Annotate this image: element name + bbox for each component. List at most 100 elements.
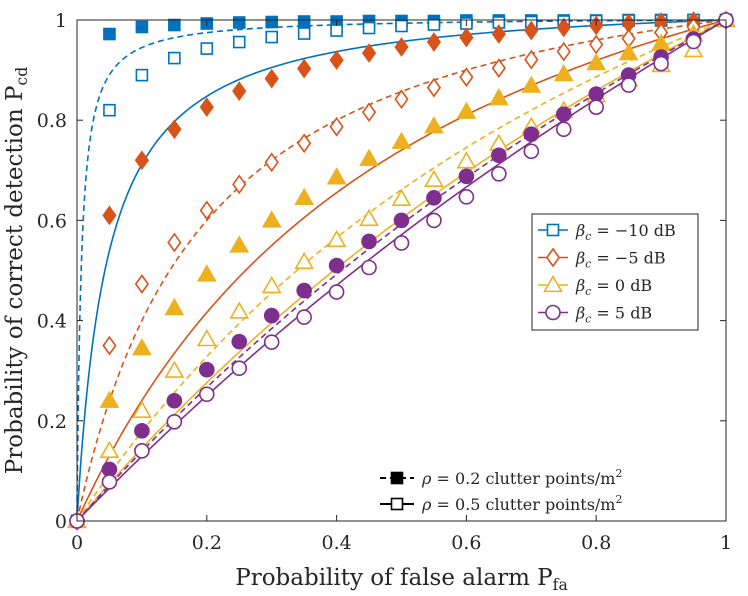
data-point [132, 338, 152, 356]
data-point [229, 301, 250, 319]
data-point [134, 443, 150, 459]
data-point [424, 116, 444, 134]
legend-beta-sub: c [585, 285, 591, 298]
data-point [296, 282, 312, 299]
data-point [102, 205, 117, 226]
data-point [294, 187, 315, 206]
data-point [586, 52, 607, 71]
data-point [99, 440, 120, 459]
data-point [426, 190, 442, 206]
data-point [264, 152, 279, 173]
y-tick-label: 0.4 [37, 311, 67, 333]
legend-beta-label: βc = −5 dB [575, 249, 666, 271]
x-tick-label: 0.4 [321, 532, 351, 554]
data-point [556, 17, 571, 38]
data-point [297, 15, 311, 28]
series-line [76, 19, 727, 522]
legend-beta-sub: c [585, 258, 591, 271]
data-point [232, 174, 247, 195]
data-point [135, 20, 149, 34]
data-point [232, 81, 247, 102]
data-point [394, 37, 409, 57]
data-point [459, 27, 474, 48]
data-point [326, 167, 347, 185]
data-point [297, 27, 311, 40]
series-3 [69, 10, 734, 531]
legend-beta-symbol: β [575, 276, 585, 295]
legend-beta-entry: βc = 5 dB [538, 304, 652, 326]
legend-rho-units-sup: 2 [615, 467, 622, 480]
legend-rho: ρ = 0.2 clutter points/m2ρ = 0.5 clutter… [380, 467, 622, 514]
x-tick-label: 1 [720, 532, 732, 554]
legend-rho-value: 0.2 [455, 469, 480, 488]
legend-rho-label: ρ = 0.5 clutter points/m2 [421, 493, 622, 514]
legend-beta-entry: βc = 0 dB [538, 274, 652, 298]
data-point [196, 264, 217, 282]
series-line [76, 19, 727, 522]
axes-frame [76, 19, 727, 522]
legend-rho-eq: = [431, 495, 455, 514]
data-point [232, 35, 246, 49]
data-point [456, 101, 477, 119]
legend-beta-label: βc = 5 dB [575, 304, 652, 326]
legend-beta-sub: c [585, 230, 591, 243]
data-point [359, 148, 379, 166]
data-point [521, 75, 542, 93]
legend-beta-value: 0 dB [615, 276, 652, 295]
data-point [166, 392, 183, 409]
data-point [264, 68, 279, 89]
data-point [524, 20, 539, 41]
data-point [653, 55, 669, 72]
data-point [491, 24, 506, 44]
data-point [297, 133, 312, 154]
data-point [491, 58, 506, 78]
legend-beta-value: −5 dB [615, 249, 666, 268]
legend-marker [390, 471, 404, 485]
data-point [491, 166, 507, 182]
data-point [555, 106, 572, 122]
data-point [328, 284, 345, 300]
legend-beta-value: 5 dB [615, 304, 652, 323]
legend-beta-symbol: β [575, 249, 585, 268]
x-tick-label: 0.2 [192, 532, 222, 554]
data-point [491, 147, 507, 164]
legend-rho-units-sup: 2 [615, 493, 622, 506]
data-point [134, 150, 150, 171]
legend-rho-units: clutter points/m [480, 469, 615, 488]
data-point [362, 21, 376, 35]
series-line [76, 19, 727, 522]
data-point [588, 99, 605, 115]
data-point [261, 275, 282, 294]
x-axis-label: Probability of false alarm Pfa [235, 565, 568, 594]
y-axis-label: Probability of correct detection Pcd [2, 67, 31, 474]
data-point [263, 334, 280, 350]
data-point [618, 42, 639, 61]
data-point [329, 50, 344, 70]
data-point [263, 307, 280, 324]
data-point [394, 89, 409, 110]
legend-rho-symbol: ρ [421, 495, 432, 514]
legend-marker [545, 247, 561, 268]
data-point [167, 232, 182, 253]
data-point [199, 386, 215, 403]
legend-beta-symbol: β [575, 304, 585, 323]
data-point [524, 49, 539, 70]
data-point [296, 309, 312, 325]
data-point [395, 19, 408, 33]
x-tick-label: 0.6 [451, 532, 481, 554]
legend-beta-symbol: β [575, 221, 585, 240]
legend-rho-symbol: ρ [421, 469, 432, 488]
y-tick-label: 0.6 [37, 210, 67, 232]
legend-rho-units: clutter points/m [480, 495, 615, 514]
data-point [164, 297, 185, 316]
data-point [361, 259, 377, 276]
data-point [103, 27, 116, 41]
legend-beta-value: −10 dB [615, 221, 676, 240]
legend-beta-entry: βc = −5 dB [538, 247, 666, 271]
data-point [556, 41, 571, 62]
legend-rho-value: 0.5 [455, 495, 480, 514]
data-point [265, 15, 279, 29]
data-point [393, 235, 410, 251]
y-tick-label: 0.8 [37, 110, 67, 132]
